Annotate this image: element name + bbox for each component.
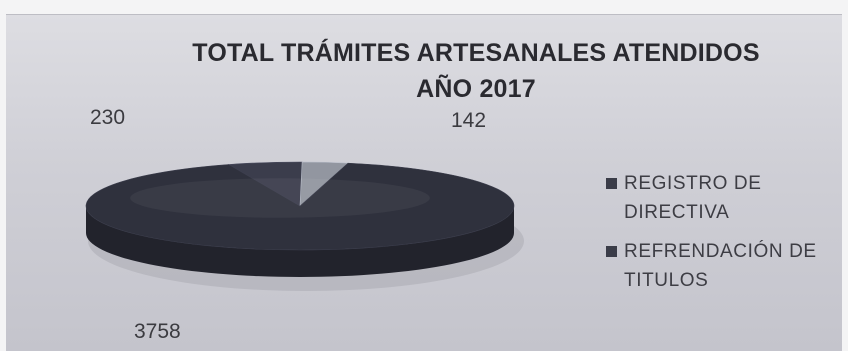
data-label-slice-1: 230 bbox=[90, 106, 126, 129]
data-label-slice-3: 3758 bbox=[134, 320, 181, 343]
chart-legend: REGISTRO DE DIRECTIVA REFRENDACIÓN DE TI… bbox=[604, 169, 840, 305]
legend-item-refrendacion-de-titulos: REFRENDACIÓN DE TITULOS bbox=[604, 237, 840, 295]
legend-swatch-registro bbox=[606, 178, 617, 189]
chart-subtitle: AÑO 2017 bbox=[416, 75, 536, 103]
data-label-slice-2: 142 bbox=[451, 109, 487, 132]
pie-slice-3 bbox=[85, 162, 515, 251]
legend-swatch-refrendacion bbox=[606, 246, 617, 257]
legend-label-refrendacion: REFRENDACIÓN DE TITULOS bbox=[624, 241, 817, 291]
chart-area: TOTAL TRÁMITES ARTESANALES ATENDIDOS AÑO… bbox=[6, 14, 842, 351]
chart-title: TOTAL TRÁMITES ARTESANALES ATENDIDOS bbox=[192, 39, 760, 67]
legend-label-registro: REGISTRO DE DIRECTIVA bbox=[624, 173, 762, 223]
pie-side-3 bbox=[86, 206, 514, 277]
pie-chart-svg bbox=[85, 161, 524, 291]
legend-item-registro-de-directiva: REGISTRO DE DIRECTIVA bbox=[604, 169, 840, 227]
pie-highlight bbox=[130, 178, 430, 218]
